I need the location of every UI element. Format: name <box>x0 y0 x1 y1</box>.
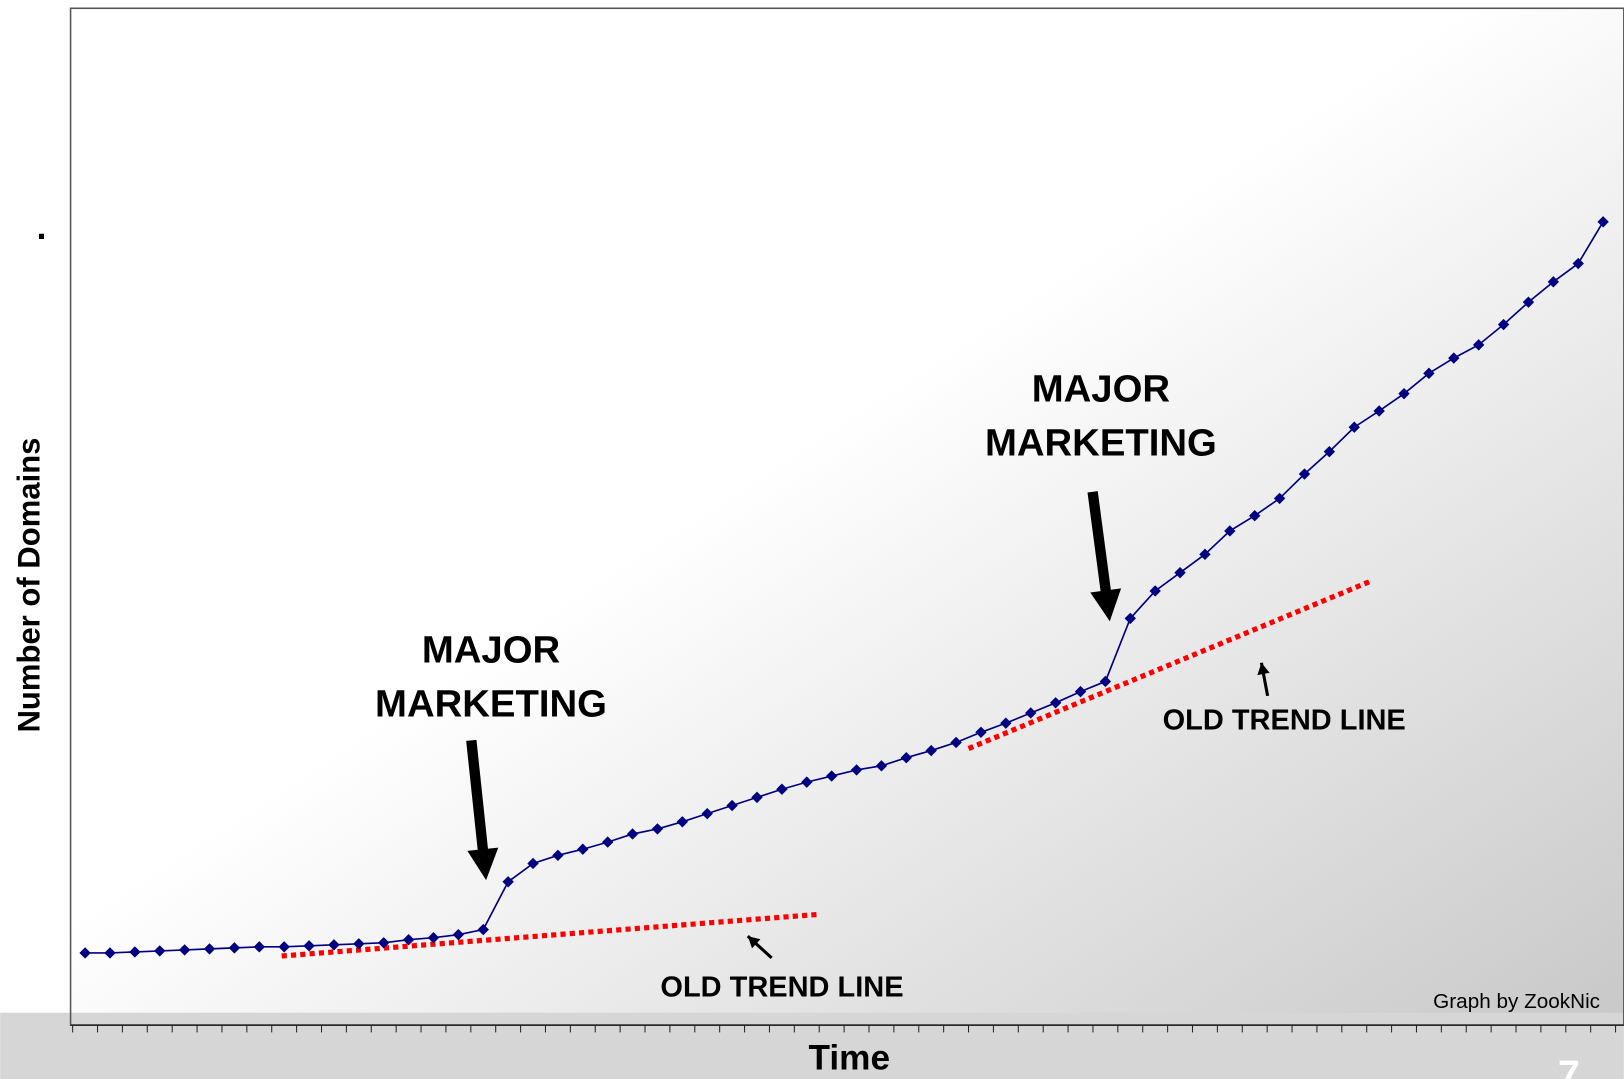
data-point <box>776 783 788 795</box>
trend-label-arrowhead <box>1257 662 1270 676</box>
data-point <box>1348 421 1360 433</box>
data-point <box>850 764 863 776</box>
data-point <box>1025 707 1037 719</box>
annotation-arrow <box>466 739 490 869</box>
data-point <box>502 876 514 888</box>
data-point <box>402 934 415 946</box>
data-point <box>79 947 91 959</box>
data-point <box>1099 675 1112 688</box>
trend-line <box>967 579 1371 751</box>
data-point <box>801 776 813 788</box>
y-axis-label: Number of Domains <box>11 438 46 733</box>
data-point <box>1199 548 1211 561</box>
data-point <box>253 941 265 953</box>
page-number: 7 <box>1558 1052 1580 1079</box>
data-point <box>129 946 141 958</box>
data-point <box>328 939 340 951</box>
credit: Graph by ZookNic <box>1433 990 1600 1013</box>
data-point <box>950 736 962 749</box>
data-point <box>1124 612 1136 625</box>
data-point <box>353 938 365 950</box>
annotation-text: MAJOR <box>1032 368 1170 411</box>
data-point <box>626 828 639 840</box>
data-point <box>1049 697 1062 709</box>
data-point <box>1522 296 1535 308</box>
data-point <box>701 807 713 820</box>
annotation-arrowhead <box>467 847 499 881</box>
data-point <box>751 791 763 804</box>
plot-background <box>70 8 1624 1026</box>
annotation-arrowhead <box>1090 588 1122 622</box>
y-label-mark: . <box>37 208 47 247</box>
data-point <box>1249 510 1261 522</box>
data-point <box>1398 387 1410 400</box>
trend-label-arrowhead <box>747 936 761 949</box>
data-point <box>825 770 838 782</box>
data-point <box>1224 525 1236 537</box>
data-point <box>1298 468 1311 480</box>
data-point <box>651 823 664 835</box>
data-point <box>1472 339 1485 351</box>
data-point <box>1149 585 1161 597</box>
trend-label: OLD TREND LINE <box>1163 704 1406 736</box>
footer-band <box>0 1012 1624 1079</box>
trend-line <box>281 911 820 959</box>
data-point <box>1074 685 1087 698</box>
data-point <box>452 928 465 941</box>
annotation-text: MARKETING <box>375 682 607 725</box>
data-point <box>552 849 564 862</box>
data-point <box>1497 318 1510 331</box>
data-point <box>1423 367 1435 380</box>
data-point <box>527 857 539 870</box>
data-point <box>1273 492 1286 505</box>
data-point <box>601 836 614 848</box>
data-point <box>477 923 489 936</box>
data-point <box>726 799 738 812</box>
data-point <box>1572 257 1584 270</box>
data-point <box>1174 566 1186 579</box>
data-point <box>975 726 987 738</box>
annotation-arrow <box>1087 491 1114 610</box>
data-point <box>1547 276 1560 288</box>
data-point <box>1000 717 1012 729</box>
data-point <box>303 940 315 952</box>
data-point <box>1323 445 1336 458</box>
annotation-text: MARKETING <box>985 421 1217 464</box>
data-point <box>676 816 689 828</box>
data-point <box>378 937 390 949</box>
trend-label: OLD TREND LINE <box>660 972 903 1004</box>
data-point <box>1448 352 1460 364</box>
data-point <box>1373 405 1385 417</box>
annotation-text: MAJOR <box>422 628 560 671</box>
data-point <box>104 947 116 959</box>
x-axis-label: Time <box>809 1039 890 1078</box>
data-point <box>278 941 290 953</box>
data-point <box>875 760 888 772</box>
data-point <box>577 843 589 855</box>
data-point <box>925 744 937 757</box>
data-point <box>427 932 440 944</box>
data-point <box>203 943 216 955</box>
data-point <box>900 752 913 764</box>
